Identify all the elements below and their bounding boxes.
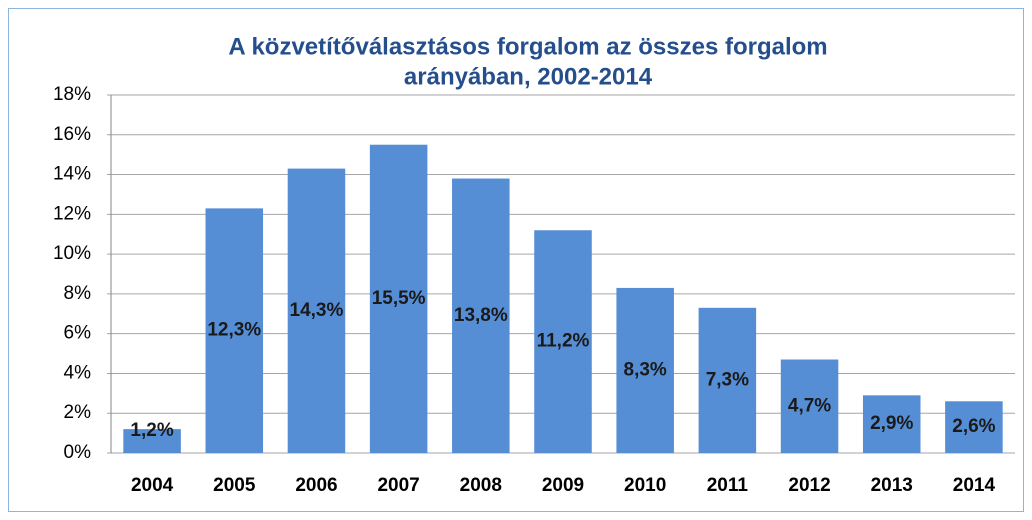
y-tick-label: 16%	[53, 124, 91, 145]
bar	[698, 307, 757, 453]
bar	[287, 168, 346, 454]
bar	[862, 395, 921, 453]
chart-frame	[8, 8, 1024, 512]
bar	[780, 359, 839, 453]
x-tick-label: 2012	[788, 475, 830, 496]
bar	[616, 287, 674, 453]
x-tick-label: 2009	[542, 475, 584, 496]
y-tick-label: 12%	[53, 203, 91, 224]
bar	[452, 178, 510, 454]
data-label: 4,7%	[788, 395, 831, 416]
y-tick-label: 6%	[64, 323, 92, 344]
x-tick-label: 2013	[871, 475, 913, 496]
chart-title: arányában, 2002-2014	[404, 63, 653, 90]
x-tick-label: 2005	[213, 475, 256, 496]
chart-title: A közvetítőválasztásos forgalom az össze…	[228, 33, 827, 60]
bar	[534, 230, 592, 453]
data-label: 8,3%	[624, 359, 667, 380]
data-label: 7,3%	[706, 369, 749, 390]
x-tick-label: 2014	[953, 475, 996, 496]
bar	[945, 401, 1003, 453]
y-tick-label: 10%	[53, 243, 91, 264]
y-tick-label: 8%	[64, 283, 92, 304]
y-tick-label: 18%	[53, 84, 91, 105]
y-tick-label: 2%	[64, 402, 92, 423]
data-label: 2,9%	[870, 413, 913, 434]
y-tick-label: 4%	[64, 362, 92, 383]
bar	[205, 208, 264, 453]
data-label: 2,6%	[952, 416, 995, 437]
bar	[369, 144, 428, 453]
x-tick-label: 2006	[295, 475, 337, 496]
x-tick-label: 2008	[460, 475, 502, 496]
y-tick-label: 0%	[64, 442, 92, 463]
data-label: 15,5%	[372, 288, 426, 309]
data-label: 12,3%	[207, 320, 261, 341]
data-label: 14,3%	[290, 300, 344, 321]
data-label: 13,8%	[454, 305, 508, 326]
data-label: 1,2%	[130, 420, 173, 441]
y-tick-label: 14%	[53, 164, 91, 185]
data-label: 11,2%	[537, 331, 590, 352]
x-tick-label: 2007	[377, 475, 419, 496]
x-tick-label: 2004	[131, 475, 174, 496]
x-tick-label: 2011	[707, 475, 749, 496]
bar	[123, 429, 181, 453]
x-tick-label: 2010	[624, 475, 666, 496]
